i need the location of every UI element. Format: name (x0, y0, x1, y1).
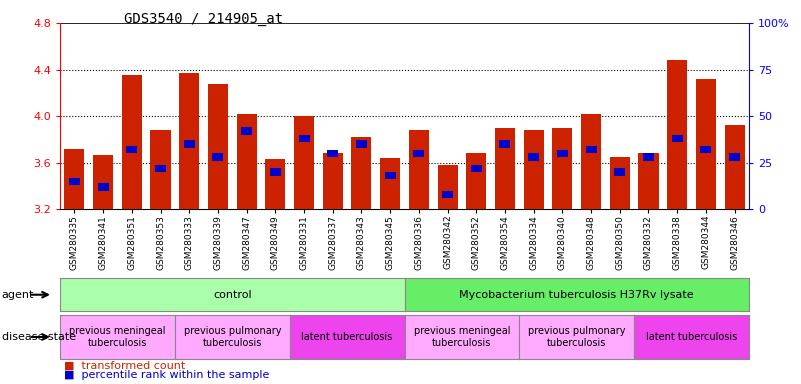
Bar (471, 165, 481, 172)
Bar (270, 168, 281, 176)
Text: Mycobacterium tuberculosis H37Rv lysate: Mycobacterium tuberculosis H37Rv lysate (460, 290, 694, 300)
Bar (528, 154, 539, 161)
Bar (700, 146, 711, 154)
Bar (127, 146, 137, 154)
Bar (328, 150, 338, 157)
Bar (553, 128, 573, 209)
Bar (122, 75, 142, 209)
Bar (696, 79, 716, 209)
Bar (729, 154, 740, 161)
Bar (638, 154, 658, 209)
Bar (93, 155, 113, 209)
Bar (614, 168, 626, 176)
Text: GDS3540 / 214905_at: GDS3540 / 214905_at (124, 12, 284, 25)
Bar (643, 154, 654, 161)
Bar (610, 157, 630, 209)
Bar (179, 73, 199, 209)
Text: ■  transformed count: ■ transformed count (64, 361, 185, 371)
Bar (557, 150, 568, 157)
Bar (299, 135, 309, 142)
Bar (294, 116, 314, 209)
Bar (725, 126, 745, 209)
Text: ■  percentile rank within the sample: ■ percentile rank within the sample (64, 370, 269, 380)
Bar (212, 154, 223, 161)
Text: agent: agent (2, 290, 34, 300)
Bar (524, 130, 544, 209)
Bar (236, 114, 256, 209)
Text: previous meningeal
tuberculosis: previous meningeal tuberculosis (413, 326, 510, 348)
Text: latent tuberculosis: latent tuberculosis (646, 332, 737, 342)
Bar (437, 165, 457, 209)
Bar (442, 191, 453, 198)
Text: previous pulmonary
tuberculosis: previous pulmonary tuberculosis (183, 326, 281, 348)
Bar (352, 137, 372, 209)
Bar (667, 60, 687, 209)
Bar (384, 172, 396, 179)
Bar (581, 114, 601, 209)
Bar (323, 154, 343, 209)
Text: previous meningeal
tuberculosis: previous meningeal tuberculosis (69, 326, 166, 348)
Bar (495, 128, 515, 209)
Text: control: control (213, 290, 252, 300)
Bar (409, 130, 429, 209)
Bar (672, 135, 682, 142)
Bar (380, 158, 400, 209)
Bar (356, 141, 367, 148)
Bar (183, 141, 195, 148)
Bar (208, 84, 228, 209)
Bar (241, 127, 252, 135)
Bar (466, 154, 486, 209)
Bar (64, 149, 84, 209)
Text: latent tuberculosis: latent tuberculosis (301, 332, 392, 342)
Bar (155, 165, 166, 172)
Bar (586, 146, 597, 154)
Text: disease state: disease state (2, 332, 76, 342)
Bar (413, 150, 425, 157)
Bar (69, 178, 80, 185)
Bar (500, 141, 510, 148)
Bar (265, 159, 285, 209)
Bar (151, 130, 171, 209)
Bar (98, 183, 109, 191)
Text: previous pulmonary
tuberculosis: previous pulmonary tuberculosis (528, 326, 626, 348)
